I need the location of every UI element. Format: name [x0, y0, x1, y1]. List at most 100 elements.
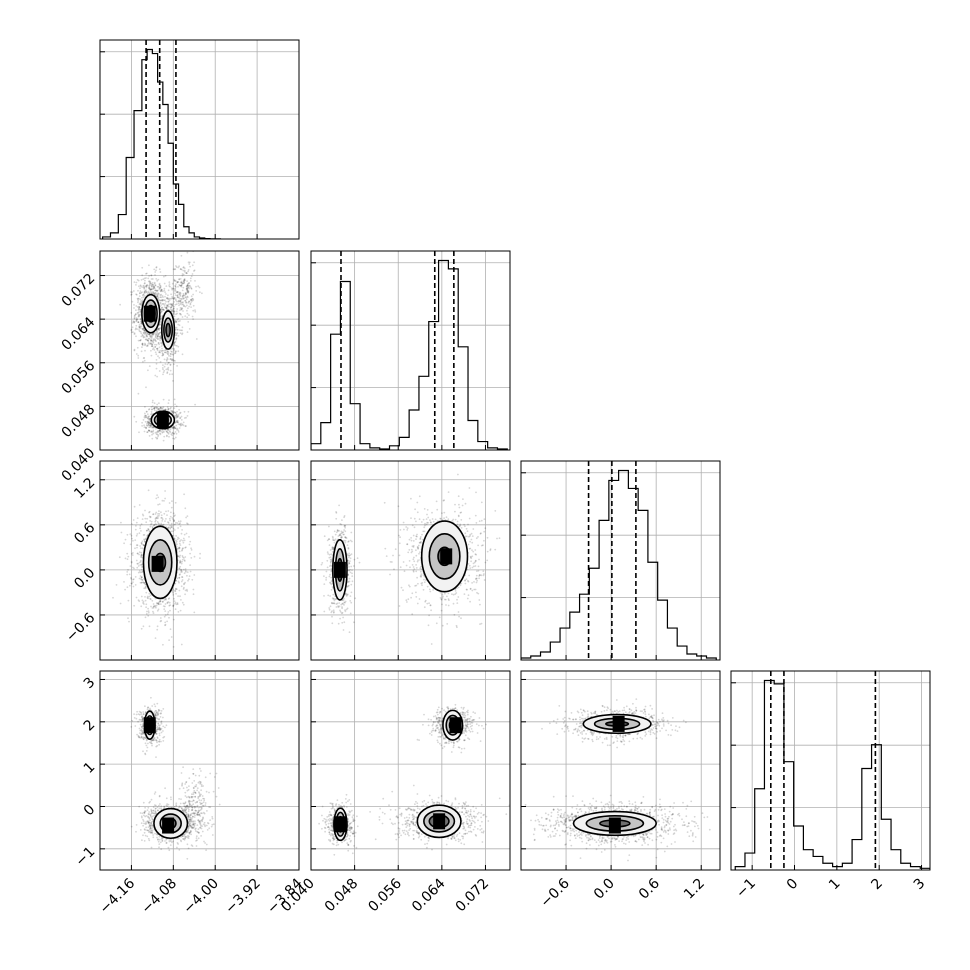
scatter-point	[170, 306, 173, 309]
scatter-point	[133, 304, 135, 306]
scatter-point	[335, 603, 338, 605]
scatter-point	[154, 604, 156, 607]
scatter-point	[154, 336, 157, 339]
scatter-point	[188, 287, 191, 290]
scatter-point	[154, 427, 157, 430]
scatter-point	[180, 415, 183, 418]
scatter-point	[172, 359, 175, 361]
scatter-point	[144, 290, 147, 293]
scatter-point	[189, 277, 192, 280]
scatter-point	[180, 281, 183, 284]
scatter-point	[174, 589, 176, 592]
scatter-point	[139, 287, 141, 290]
scatter-point	[178, 284, 181, 286]
scatter-point	[193, 611, 196, 614]
scatter-point	[183, 280, 185, 282]
scatter-point	[348, 584, 350, 587]
scatter-point	[150, 345, 153, 347]
scatter-point	[142, 293, 145, 296]
scatter-point	[185, 288, 188, 290]
scatter-point	[145, 529, 148, 532]
scatter-point	[165, 430, 168, 433]
scatter-point	[176, 291, 179, 293]
scatter-point	[170, 309, 173, 312]
scatter-point	[171, 588, 174, 591]
scatter-point	[157, 285, 160, 288]
scatter-point	[144, 292, 146, 294]
scatter-point	[171, 591, 174, 594]
scatter-point	[148, 625, 151, 628]
scatter-point	[346, 544, 349, 547]
scatter-point	[133, 281, 136, 283]
scatter-point	[139, 525, 142, 527]
scatter-point	[166, 371, 169, 374]
scatter-point	[141, 513, 144, 516]
scatter-point	[155, 293, 157, 296]
scatter-point	[419, 551, 421, 553]
scatter-point	[348, 556, 350, 559]
scatter-point	[186, 251, 189, 254]
scatter-point	[176, 332, 179, 334]
scatter-point	[156, 628, 159, 631]
scatter-point	[174, 319, 177, 322]
scatter-point	[136, 517, 139, 519]
scatter-point	[162, 364, 164, 366]
scatter-point	[138, 329, 140, 331]
scatter-point	[150, 342, 153, 344]
scatter-point	[179, 424, 182, 427]
scatter-point	[167, 353, 170, 356]
scatter-point	[172, 287, 175, 290]
scatter-point	[157, 278, 160, 281]
scatter-point	[334, 533, 337, 536]
scatter-point	[138, 504, 141, 506]
scatter-point	[423, 578, 425, 581]
scatter-point	[180, 313, 182, 316]
scatter-point	[173, 278, 176, 281]
scatter-point	[347, 569, 350, 571]
scatter-point	[135, 327, 137, 330]
scatter-point	[328, 525, 330, 528]
scatter-point	[130, 329, 133, 332]
scatter-point	[176, 291, 178, 293]
scatter-point	[351, 580, 354, 583]
scatter-point	[186, 574, 188, 577]
scatter-point	[339, 523, 342, 525]
scatter-point	[177, 335, 180, 337]
scatter-point	[162, 353, 165, 356]
scatter-point	[174, 292, 176, 295]
scatter-point	[158, 323, 161, 326]
scatter-point	[137, 315, 140, 318]
scatter-point	[331, 602, 333, 605]
scatter-point	[157, 297, 160, 299]
scatter-point	[148, 511, 150, 514]
scatter-point	[180, 254, 183, 257]
scatter-point	[152, 338, 155, 341]
scatter-point	[344, 536, 347, 539]
scatter-point	[144, 332, 147, 334]
scatter-point	[157, 602, 160, 605]
scatter-point	[333, 602, 335, 604]
scatter-point	[162, 368, 164, 371]
scatter-point	[183, 539, 186, 542]
scatter-point	[420, 573, 423, 576]
scatter-point	[168, 616, 170, 619]
scatter-point	[156, 337, 159, 340]
scatter-point	[178, 292, 181, 295]
scatter-point	[154, 513, 157, 515]
scatter-point	[174, 294, 177, 296]
scatter-point	[171, 410, 174, 413]
scatter-point	[178, 324, 181, 327]
scatter-point	[140, 285, 142, 288]
scatter-point	[160, 341, 163, 344]
scatter-point	[156, 295, 159, 298]
scatter-point	[344, 536, 346, 539]
scatter-point	[135, 309, 137, 312]
scatter-point	[179, 307, 182, 309]
scatter-point	[332, 547, 334, 550]
scatter-point	[325, 576, 328, 579]
scatter-point	[350, 531, 353, 534]
scatter-point	[190, 557, 193, 559]
scatter-point	[177, 345, 180, 348]
scatter-point	[199, 557, 201, 559]
panel-content	[100, 461, 299, 660]
